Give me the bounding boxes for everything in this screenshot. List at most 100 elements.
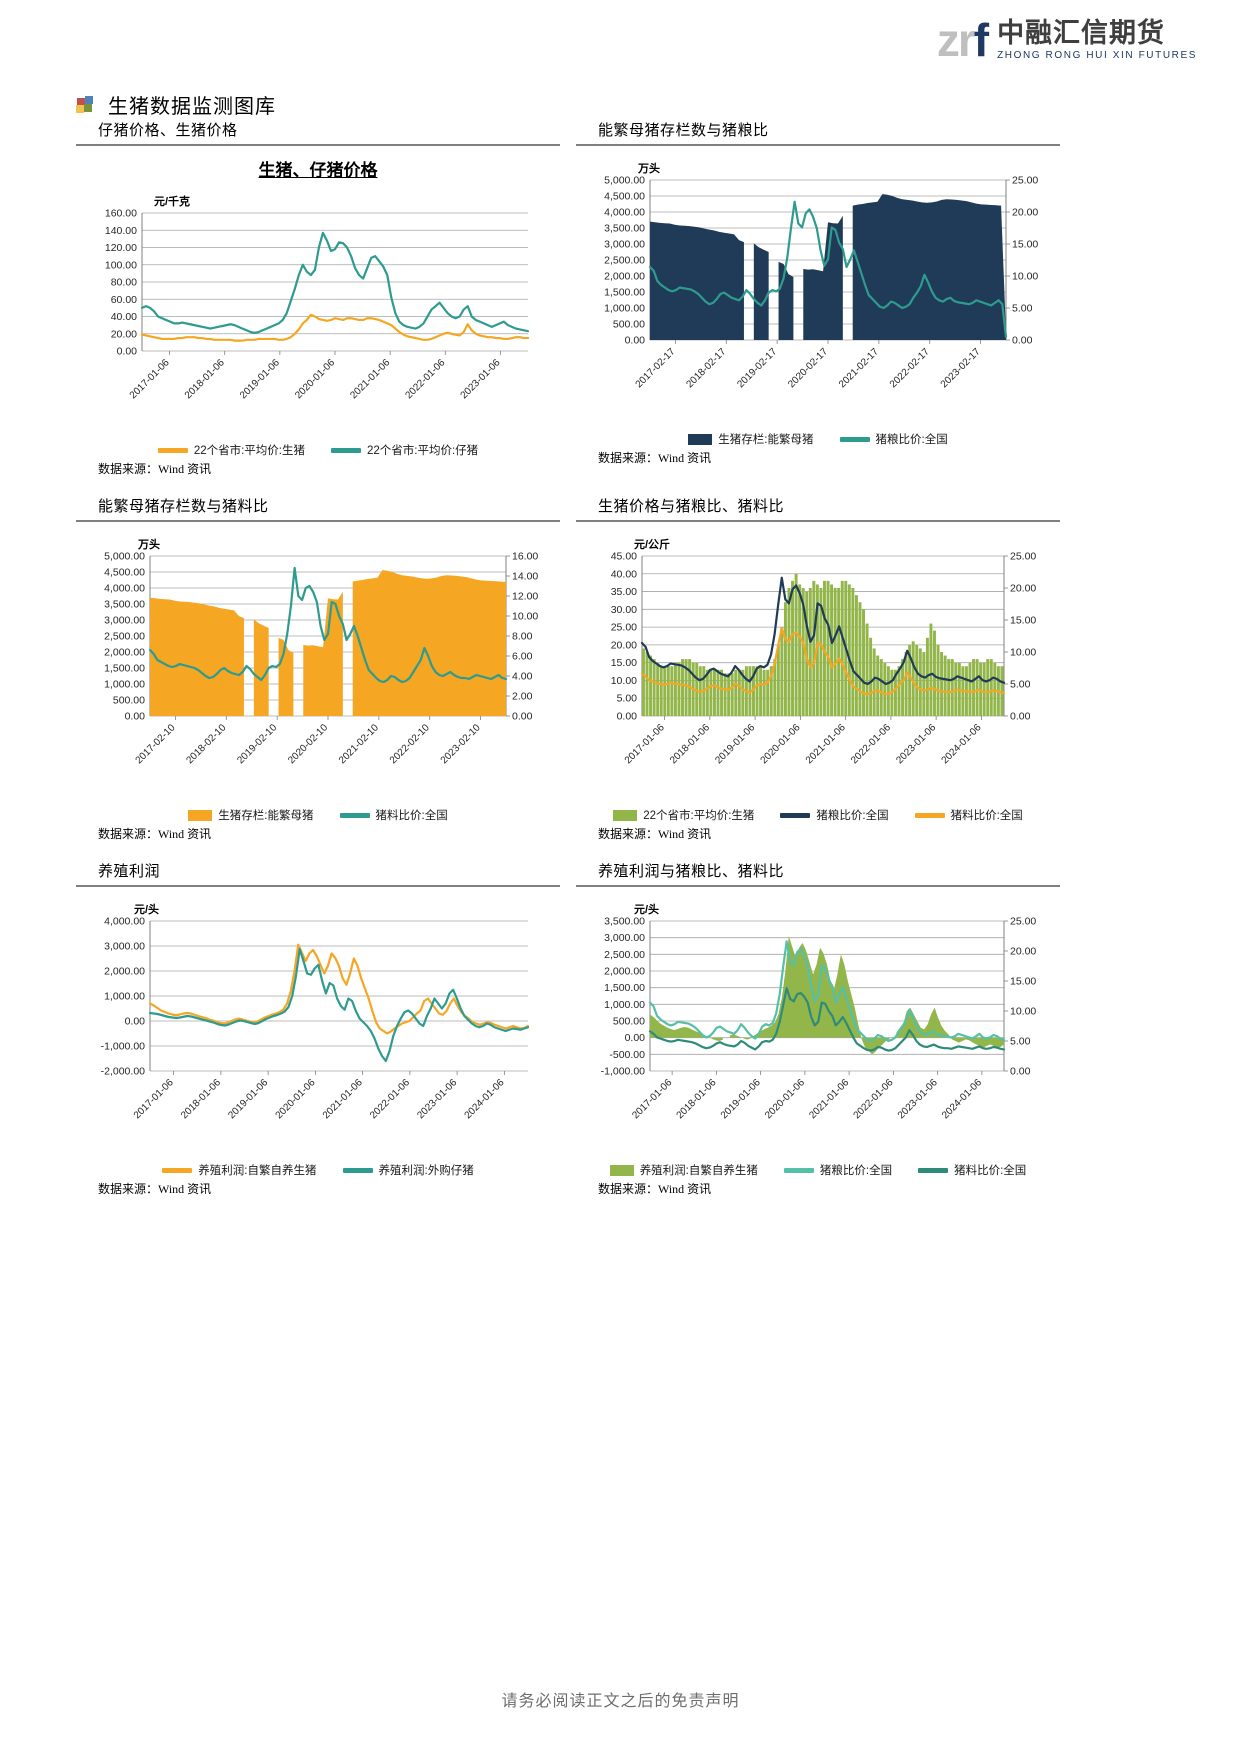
y2-tick-label: 15.00 xyxy=(1010,615,1036,627)
y-tick-label: 25.00 xyxy=(611,622,637,634)
bar xyxy=(659,666,663,716)
y2-tick-label: 16.00 xyxy=(512,551,538,563)
panel-6-source: 数据来源：Wind 资讯 xyxy=(598,1182,712,1196)
bar xyxy=(876,655,880,716)
y2-tick-label: 25.00 xyxy=(1010,916,1036,928)
x-tick-label: 2020-02-10 xyxy=(286,722,330,766)
panel-3-heading: 能繁母猪存栏数与猪料比 xyxy=(98,499,269,515)
chart-row-2: 能繁母猪存栏数与猪料比 万头 0.00 500.00 1,000.00 1,500.0… xyxy=(76,495,1197,842)
bar xyxy=(915,644,919,716)
x-tick-label: 2020-02-17 xyxy=(786,346,830,390)
x-tick-label: 2017-02-17 xyxy=(634,346,678,390)
y-tick-label: 4,500.00 xyxy=(604,191,645,203)
bar xyxy=(727,673,731,716)
x-tick-label: 2018-01-06 xyxy=(179,1077,223,1121)
x-tick-label: 2018-02-10 xyxy=(184,722,228,766)
bar xyxy=(823,580,826,716)
y-tick-label: 3,000.00 xyxy=(104,615,145,627)
y-tick-label: 2,000.00 xyxy=(104,966,145,978)
x-tick-label: 2023-01-06 xyxy=(415,1077,459,1121)
x-tick-label: 2017-01-06 xyxy=(623,722,667,766)
bar xyxy=(794,573,798,716)
bar xyxy=(712,669,716,716)
bar xyxy=(684,659,688,716)
bar xyxy=(670,666,674,716)
panel-5-heading: 养殖利润 xyxy=(98,864,161,880)
y2-tick-label: 0.00 xyxy=(1010,1066,1031,1078)
panel-breeding-profit: 养殖利润 元/头 -2,000.00 -1,000.00 0.00 1,000.00 2… xyxy=(76,860,560,1197)
y-tick-label: 3,000.00 xyxy=(104,941,145,953)
bar xyxy=(840,580,844,716)
bar xyxy=(766,669,770,716)
bar xyxy=(695,662,699,716)
panel-profit-ratios: 养殖利润与猪粮比、猪料比 元/头 -1,000.00 -500.00 0.00 500… xyxy=(576,860,1060,1197)
legend-swatch-hog-grain xyxy=(780,812,811,818)
legend-swatch-piglet xyxy=(331,447,361,453)
area-series xyxy=(650,221,744,340)
bar xyxy=(940,652,944,716)
chart-6-svg: 元/头 -1,000.00 -500.00 0.00 500.00 1,000.00 1,… xyxy=(601,902,1037,1121)
legend-label: 养殖利润:外购仔猪 xyxy=(378,1165,474,1177)
legend-swatch-purchased-piglet xyxy=(342,1167,373,1173)
company-logo: zrf 中融汇信期货 ZHONG RONG HUI XIN FUTURES xyxy=(937,17,1197,63)
y-tick-label: 2,000.00 xyxy=(604,966,645,978)
y-tick-label: 2,500.00 xyxy=(104,631,145,643)
bar xyxy=(642,648,645,716)
x-tick-label: 2020-01-06 xyxy=(293,357,337,401)
area-series xyxy=(303,591,343,716)
bar xyxy=(656,662,660,716)
y-tick-label: 3,500.00 xyxy=(104,599,145,611)
legend-label: 猪料比价:全国 xyxy=(375,810,448,822)
bar xyxy=(723,673,727,716)
bar xyxy=(705,669,709,716)
bar xyxy=(911,641,915,716)
y-tick-label: 140.00 xyxy=(105,225,137,237)
area-series xyxy=(253,619,269,716)
bar xyxy=(663,666,667,716)
bar xyxy=(897,666,901,716)
legend-label: 生猪存栏:能繁母猪 xyxy=(718,434,814,446)
logo-mark-f: f xyxy=(973,14,989,66)
line-series xyxy=(640,576,1006,686)
legend-swatch-self-breeding xyxy=(162,1167,193,1173)
legend-swatch-self-breeding xyxy=(609,1164,634,1176)
y2-tick-label: 25.00 xyxy=(1010,551,1036,563)
bar xyxy=(716,669,720,716)
y-tick-label: 4,500.00 xyxy=(104,567,145,579)
legend-swatch-hog-grain xyxy=(839,436,870,442)
area-series xyxy=(352,570,506,716)
bar xyxy=(755,666,759,716)
legend-swatch-sow-stock xyxy=(688,433,713,445)
chart-3-y-unit: 万头 xyxy=(137,537,160,551)
bar xyxy=(1000,666,1004,716)
x-tick-label: 2024-01-06 xyxy=(940,722,984,766)
y-tick-label: 45.00 xyxy=(611,551,637,563)
bar xyxy=(709,669,713,716)
area-series xyxy=(729,936,890,1055)
x-tick-label: 2019-01-06 xyxy=(719,1077,763,1121)
bar xyxy=(929,623,933,716)
y-tick-label: 120.00 xyxy=(105,242,137,254)
y-tick-label: 5.00 xyxy=(617,693,638,705)
x-tick-label: 2023-01-06 xyxy=(896,1077,940,1121)
legend-label: 猪粮比价:全国 xyxy=(816,810,889,822)
panel-sow-stock-hog-feed-ratio: 能繁母猪存栏数与猪料比 万头 0.00 500.00 1,000.00 1,500.0… xyxy=(76,495,560,842)
x-tick-label: 2021-01-06 xyxy=(321,1077,365,1121)
chart-6-y-unit: 元/头 xyxy=(634,902,659,916)
y-tick-label: 1,000.00 xyxy=(104,679,145,691)
bar xyxy=(862,609,865,716)
bar xyxy=(869,637,873,716)
panel-3-rule xyxy=(76,520,560,522)
y-tick-label: 0.00 xyxy=(625,1032,646,1044)
y2-tick-label: 5.00 xyxy=(1010,679,1031,691)
line-series xyxy=(148,947,530,1063)
page-header: zrf 中融汇信期货 ZHONG RONG HUI XIN FUTURES xyxy=(0,0,1241,86)
x-tick-label: 2022-01-06 xyxy=(849,722,893,766)
bar xyxy=(780,627,784,716)
area-series xyxy=(278,637,294,716)
y-tick-label: 3,000.00 xyxy=(604,932,645,944)
line-series xyxy=(640,626,1006,696)
legend-label: 猪粮比价:全国 xyxy=(819,1165,893,1177)
y2-tick-label: 2.00 xyxy=(512,691,533,703)
bar xyxy=(908,644,912,716)
